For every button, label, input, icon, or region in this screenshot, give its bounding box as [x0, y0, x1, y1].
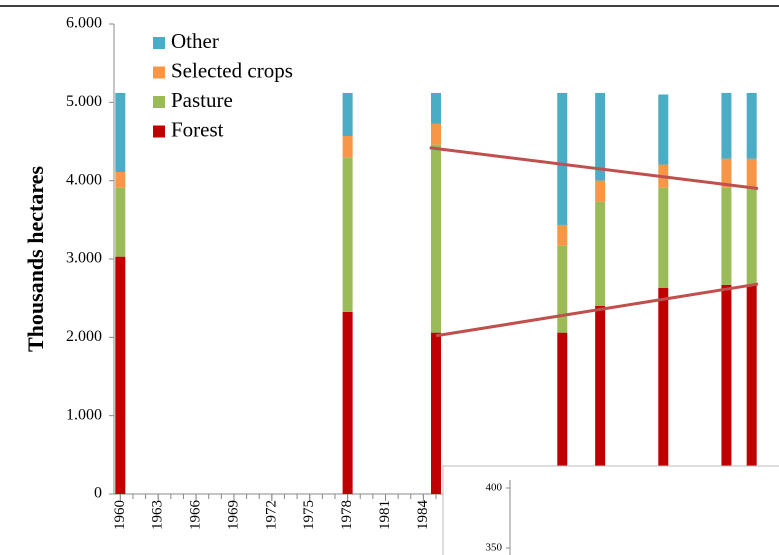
legend-label: Selected crops	[171, 58, 293, 82]
bar-segment	[431, 92, 441, 124]
y-tick-label: 2.000	[66, 328, 102, 345]
legend-label: Forest	[171, 117, 224, 141]
bar-segment	[431, 332, 441, 494]
bar-segment	[595, 201, 606, 306]
x-tick-label: 1975	[301, 500, 317, 530]
legend-swatch	[153, 96, 165, 108]
y-tick-label: 5.000	[66, 93, 102, 110]
bar-segment	[557, 92, 568, 225]
bar-segment	[115, 187, 126, 257]
bar-segment	[431, 144, 441, 333]
bar-segment	[721, 187, 732, 285]
bar-segment	[658, 187, 669, 288]
bar-segment	[746, 158, 757, 188]
x-tick-label: 1984	[415, 500, 431, 531]
x-tick-label: 1960	[112, 500, 128, 530]
legend-swatch	[153, 125, 165, 138]
bar-segment	[595, 180, 606, 202]
y-tick-label: 1.000	[66, 406, 102, 423]
bar-segment	[342, 157, 353, 312]
bar-segment	[557, 332, 568, 494]
y-tick-label: 3.000	[66, 250, 102, 267]
bar-segment	[557, 245, 568, 333]
x-tick-label: 1966	[188, 500, 204, 531]
trend-line	[435, 282, 759, 338]
x-tick-label: 1978	[339, 500, 355, 530]
bar-segment	[595, 92, 606, 181]
legend-label: Pasture	[171, 88, 233, 112]
y-axis-label: Thousands hectares	[23, 166, 48, 352]
y-tick-label: 6.000	[66, 15, 102, 32]
inset-y-tick-label: 350	[486, 542, 503, 554]
bar-segment	[431, 123, 441, 145]
bar-segment	[342, 311, 353, 494]
bar-segment	[115, 172, 126, 188]
bar-segment	[746, 92, 757, 159]
inset-panel	[442, 465, 779, 555]
y-tick-label: 4.000	[66, 171, 102, 188]
bar-segment	[721, 92, 732, 159]
inset-y-tick-label: 400	[486, 482, 503, 494]
bar-segment	[342, 136, 353, 158]
bar-segment	[746, 284, 757, 494]
bar-segment	[721, 158, 732, 188]
bar-segment	[746, 187, 757, 285]
y-tick-label: 0	[94, 485, 102, 502]
bar-segment	[115, 92, 126, 173]
bar-segment	[595, 306, 606, 494]
x-tick-label: 1972	[263, 500, 279, 530]
trend-line	[429, 146, 759, 190]
bar-segment	[658, 94, 669, 165]
bar-segment	[658, 287, 669, 494]
legend-swatch	[153, 37, 165, 49]
legend-label: Other	[171, 29, 219, 53]
bar-segment	[557, 224, 568, 246]
bar-segment	[342, 92, 353, 137]
legend-swatch	[153, 66, 165, 79]
x-tick-label: 1981	[377, 500, 393, 530]
x-tick-label: 1963	[150, 500, 166, 530]
bar-segment	[721, 284, 732, 494]
x-tick-label: 1969	[225, 500, 241, 530]
bar-segment	[115, 256, 126, 494]
